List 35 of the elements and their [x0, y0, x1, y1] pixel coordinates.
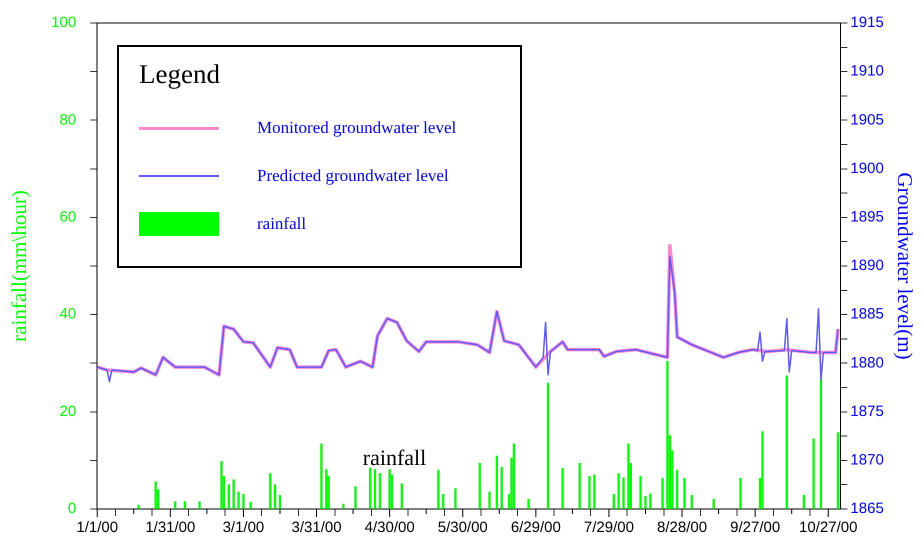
y2-tick-label: 1900	[850, 160, 884, 177]
y-axis-title: rainfall(mm\hour)	[7, 190, 32, 342]
y-tick-label: 0	[68, 500, 76, 518]
y-tick-label: 20	[60, 402, 76, 420]
y2-tick-label: 1870	[850, 452, 884, 469]
y2-tick-label: 1895	[850, 208, 884, 226]
x-tick-label: 3/31/00	[292, 519, 342, 536]
y2-tick-label: 1915	[850, 14, 884, 32]
x-tick-label: 6/29/00	[510, 519, 561, 536]
y2-tick-label: 1875	[850, 402, 884, 420]
x-tick-label: 1/31/00	[145, 519, 196, 536]
y2-tick-label: 1880	[850, 354, 884, 372]
y-tick-label: 40	[60, 306, 76, 323]
y2-tick-label: 1865	[850, 500, 884, 518]
x-tick-label: 7/29/00	[584, 519, 634, 536]
x-tick-label: 3/1/00	[222, 519, 264, 536]
legend-label: Monitored groundwater level	[257, 118, 456, 138]
y-tick-label: 100	[51, 14, 76, 32]
legend-title: Legend	[139, 59, 221, 90]
x-tick-label: 4/30/00	[364, 519, 415, 536]
x-tick-label: 10/27/00	[799, 519, 858, 536]
y2-tick-label: 1890	[850, 257, 884, 274]
x-tick-label: 1/1/00	[76, 519, 118, 536]
y2-tick-label: 1885	[850, 306, 884, 323]
y2-tick-label: 1910	[850, 62, 884, 80]
annotation: rainfall	[362, 444, 426, 470]
x-tick-label: 5/30/00	[438, 519, 488, 536]
y2-tick-label: 1905	[850, 111, 884, 128]
y2-axis-title: Groundwater level(m)	[892, 172, 917, 360]
y-tick-label: 60	[60, 208, 76, 226]
legend-label: rainfall	[257, 214, 306, 234]
y-tick-label: 80	[60, 111, 76, 128]
legend-label: Predicted groundwater level	[257, 166, 449, 186]
x-tick-label: 8/28/00	[657, 519, 708, 536]
x-tick-label: 9/27/00	[730, 519, 780, 536]
